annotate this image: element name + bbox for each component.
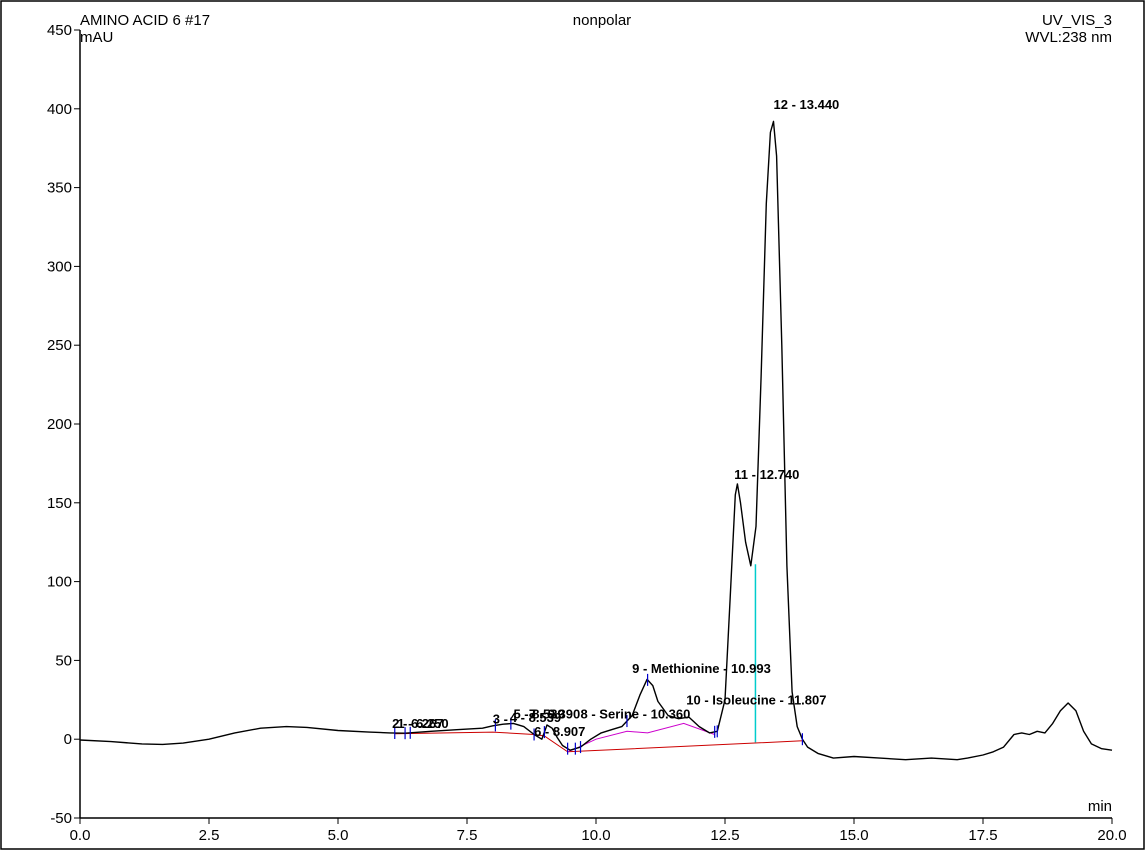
baseline-segment bbox=[394, 731, 803, 753]
y-tick-label: 100 bbox=[47, 574, 72, 591]
peak-labels: 12 - 13.440 11 - 12.740 9 - Methionine - 1… bbox=[392, 97, 839, 739]
y-tick-label: 200 bbox=[47, 416, 72, 433]
channel-name: UV_VIS_3 bbox=[1042, 12, 1112, 29]
x-tick-label: 10.0 bbox=[581, 827, 610, 844]
y-tick-label: 350 bbox=[47, 180, 72, 197]
sample-name: AMINO ACID 6 #17 bbox=[80, 12, 210, 29]
peak-label: 2 - 6.267 bbox=[392, 716, 443, 731]
x-tick-label: 12.5 bbox=[710, 827, 739, 844]
x-tick-label: 5.0 bbox=[328, 827, 349, 844]
peak-label: 8 - Serine - 10.360 bbox=[581, 707, 691, 722]
y-tick-label: 50 bbox=[55, 652, 72, 669]
method-name: nonpolar bbox=[573, 12, 631, 29]
peak-label: 3 - bbox=[493, 711, 508, 726]
wavelength-label: WVL:238 nm bbox=[1025, 29, 1112, 46]
y-tick-label: -50 bbox=[50, 810, 72, 827]
x-tick-label: 15.0 bbox=[839, 827, 868, 844]
y-tick-label: 400 bbox=[47, 101, 72, 118]
peak-markers bbox=[394, 673, 804, 755]
x-tick-label: 0.0 bbox=[70, 827, 91, 844]
peak-label: 10 - Isoleucine - 11.807 bbox=[686, 693, 826, 708]
peak-label: 1 - 6.250 bbox=[397, 716, 448, 731]
x-tick-label: 7.5 bbox=[457, 827, 478, 844]
peak-label: 11 - 12.740 bbox=[734, 467, 799, 482]
peak-label: 7 - 9.390 bbox=[529, 707, 580, 722]
peak-label: 12 - 13.440 bbox=[774, 97, 840, 112]
x-unit-label: min bbox=[1088, 798, 1112, 815]
y-tick-label: 150 bbox=[47, 495, 72, 512]
peak-label: 5 - 8.539 bbox=[513, 707, 564, 722]
peak-label: 6 - 8.907 bbox=[534, 724, 585, 739]
y-unit-label: mAU bbox=[80, 29, 113, 46]
axes: -50 0 50 100 150 200 250 300 350 400 450 0.0 2.5 5.0 7… bbox=[47, 22, 1127, 844]
x-tick-label: 2.5 bbox=[199, 827, 220, 844]
y-tick-label: 300 bbox=[47, 258, 72, 275]
y-tick-label: 450 bbox=[47, 22, 72, 39]
x-tick-label: 17.5 bbox=[968, 827, 997, 844]
peak-label: 4 - 8.539 bbox=[510, 710, 561, 725]
y-tick-label: 250 bbox=[47, 337, 72, 354]
y-tick-label: 0 bbox=[64, 731, 72, 748]
x-tick-label: 20.0 bbox=[1097, 827, 1126, 844]
peak-label: 9 - Methionine - 10.993 bbox=[632, 661, 771, 676]
